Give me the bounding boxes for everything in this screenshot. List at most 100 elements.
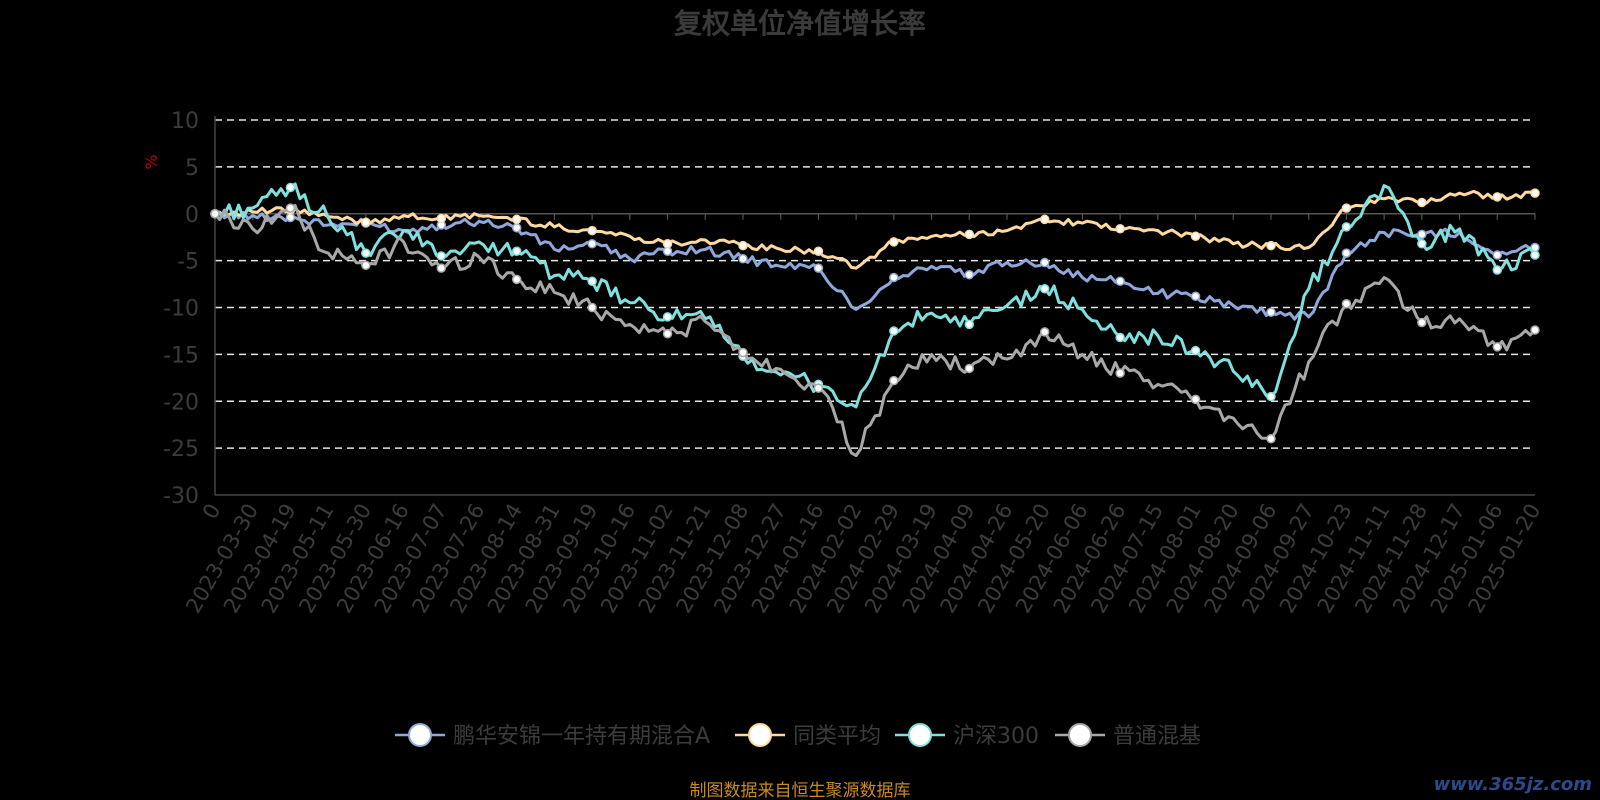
series-point bbox=[1266, 307, 1276, 317]
series-point bbox=[964, 319, 975, 330]
series-point bbox=[1341, 203, 1352, 213]
series-point bbox=[587, 302, 597, 313]
y-tick-labels: 10 5 0 -5 -10 -15 -20 -25 -30 bbox=[163, 109, 199, 509]
series-point bbox=[889, 272, 899, 283]
chart-title: 复权单位净值增长率 bbox=[674, 7, 926, 40]
series-point bbox=[1341, 248, 1352, 258]
x-tick-label: 0 bbox=[198, 500, 225, 524]
x-tick-labels: 02023-03-302023-04-192023-05-112023-05-3… bbox=[181, 500, 1545, 618]
series-point bbox=[511, 246, 522, 256]
series-point bbox=[1492, 192, 1503, 202]
series-point bbox=[1417, 317, 1427, 328]
legend-label: 沪深300 bbox=[953, 724, 1039, 749]
legend-label: 鹏华安锦一年持有期混合A bbox=[453, 724, 710, 749]
legend-item[interactable]: 鹏华安锦一年持有期混合A bbox=[395, 723, 710, 749]
series-point bbox=[964, 269, 975, 280]
y-tick-label: -15 bbox=[163, 343, 199, 368]
series-point bbox=[1417, 229, 1427, 240]
series-point bbox=[964, 363, 975, 374]
y-tick-label: -20 bbox=[163, 390, 199, 415]
series-point bbox=[511, 223, 522, 233]
series-point bbox=[1039, 214, 1050, 225]
series-point bbox=[587, 225, 597, 236]
series-point bbox=[285, 182, 296, 193]
series-point bbox=[662, 239, 673, 249]
series-point bbox=[1492, 342, 1503, 352]
series-point bbox=[813, 263, 824, 273]
series-point bbox=[1341, 222, 1352, 232]
y-tick-label: -25 bbox=[163, 437, 199, 462]
series-point bbox=[1115, 368, 1125, 378]
series-point bbox=[361, 248, 371, 258]
series-point bbox=[813, 383, 824, 393]
legend-item[interactable]: 普通混基 bbox=[1055, 723, 1201, 749]
series-line bbox=[214, 189, 1536, 270]
series-point bbox=[889, 237, 899, 247]
y-tick-label: -5 bbox=[177, 250, 199, 275]
series-point bbox=[587, 276, 597, 286]
series-line bbox=[213, 203, 1537, 458]
legend-item[interactable]: 同类平均 bbox=[735, 723, 881, 749]
legend[interactable]: 鹏华安锦一年持有期混合A 同类平均 沪深300 普通混基 bbox=[395, 723, 1201, 749]
series-point bbox=[1266, 434, 1276, 444]
series-point bbox=[1115, 332, 1125, 343]
series-point bbox=[1266, 240, 1276, 251]
watermark: www.365jz.com bbox=[1434, 774, 1592, 795]
legend-item[interactable]: 沪深300 bbox=[895, 723, 1039, 749]
y-tick-label: -30 bbox=[163, 484, 199, 509]
y-tick-label: 0 bbox=[185, 203, 199, 228]
series-point bbox=[889, 326, 899, 336]
series-point bbox=[889, 375, 899, 386]
series-point bbox=[1190, 394, 1201, 405]
series-point bbox=[1341, 299, 1352, 309]
series-point bbox=[1115, 276, 1125, 286]
series-point bbox=[361, 217, 371, 227]
legend-marker-icon bbox=[1068, 723, 1092, 747]
series-point bbox=[511, 274, 522, 285]
series-point bbox=[511, 214, 522, 225]
y-tick-label: 5 bbox=[185, 156, 199, 181]
series-point bbox=[1492, 250, 1503, 260]
legend-marker-icon bbox=[408, 723, 432, 747]
series-point bbox=[1492, 265, 1503, 275]
legend-marker-icon bbox=[908, 723, 932, 747]
series-point bbox=[1530, 325, 1540, 335]
series-point bbox=[436, 213, 447, 224]
series-point bbox=[738, 347, 748, 358]
series-line bbox=[215, 182, 1537, 409]
series-point bbox=[1417, 239, 1427, 249]
series-point bbox=[964, 229, 975, 240]
series-point bbox=[1115, 224, 1125, 234]
legend-marker-icon bbox=[748, 723, 772, 747]
axes bbox=[214, 116, 1536, 496]
series-point bbox=[1190, 231, 1201, 241]
series-point bbox=[1039, 284, 1050, 294]
series-point bbox=[662, 312, 673, 322]
series-point bbox=[662, 329, 673, 339]
series-point bbox=[587, 239, 597, 249]
grid bbox=[215, 119, 1535, 449]
series-point bbox=[361, 260, 371, 271]
series-point bbox=[1530, 250, 1540, 260]
source-note: 制图数据来自恒生聚源数据库 bbox=[690, 781, 911, 800]
series-lines bbox=[210, 182, 1540, 458]
series-point bbox=[1190, 345, 1201, 356]
series-line bbox=[214, 210, 1536, 321]
series-point bbox=[813, 246, 824, 256]
series-point bbox=[285, 203, 296, 213]
series-point bbox=[436, 251, 447, 261]
series-point bbox=[738, 254, 748, 264]
series-point bbox=[1039, 327, 1050, 337]
series-point bbox=[1266, 391, 1276, 402]
series-point bbox=[436, 263, 447, 273]
legend-label: 同类平均 bbox=[793, 724, 881, 749]
series-point bbox=[1530, 188, 1540, 198]
y-tick-label: -10 bbox=[163, 297, 199, 322]
y-tick-label: 10 bbox=[171, 109, 199, 134]
series-point bbox=[1417, 197, 1427, 208]
series-point bbox=[738, 240, 748, 251]
series-point bbox=[1039, 257, 1050, 268]
legend-label: 普通混基 bbox=[1113, 724, 1201, 749]
series-point bbox=[210, 209, 220, 219]
